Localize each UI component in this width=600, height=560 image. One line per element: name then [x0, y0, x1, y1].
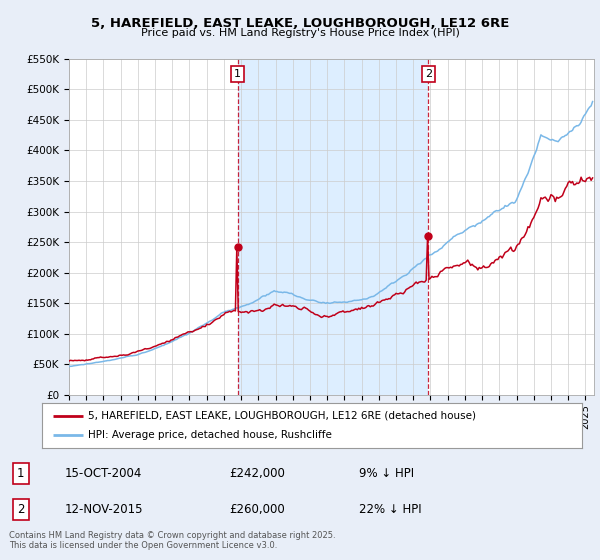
Text: 1: 1 — [234, 69, 241, 79]
Text: 15-OCT-2004: 15-OCT-2004 — [65, 467, 142, 480]
Text: 12-NOV-2015: 12-NOV-2015 — [65, 503, 143, 516]
Text: HPI: Average price, detached house, Rushcliffe: HPI: Average price, detached house, Rush… — [88, 431, 332, 441]
Text: £242,000: £242,000 — [229, 467, 286, 480]
Text: 9% ↓ HPI: 9% ↓ HPI — [359, 467, 414, 480]
Text: £260,000: £260,000 — [229, 503, 285, 516]
Text: Contains HM Land Registry data © Crown copyright and database right 2025.
This d: Contains HM Land Registry data © Crown c… — [9, 531, 335, 550]
Text: 22% ↓ HPI: 22% ↓ HPI — [359, 503, 421, 516]
Bar — [238, 59, 428, 395]
Text: 1: 1 — [17, 467, 25, 480]
Text: 2: 2 — [17, 503, 25, 516]
Text: 2: 2 — [425, 69, 432, 79]
Text: Price paid vs. HM Land Registry's House Price Index (HPI): Price paid vs. HM Land Registry's House … — [140, 28, 460, 38]
Text: 5, HAREFIELD, EAST LEAKE, LOUGHBOROUGH, LE12 6RE (detached house): 5, HAREFIELD, EAST LEAKE, LOUGHBOROUGH, … — [88, 410, 476, 421]
Text: 5, HAREFIELD, EAST LEAKE, LOUGHBOROUGH, LE12 6RE: 5, HAREFIELD, EAST LEAKE, LOUGHBOROUGH, … — [91, 17, 509, 30]
